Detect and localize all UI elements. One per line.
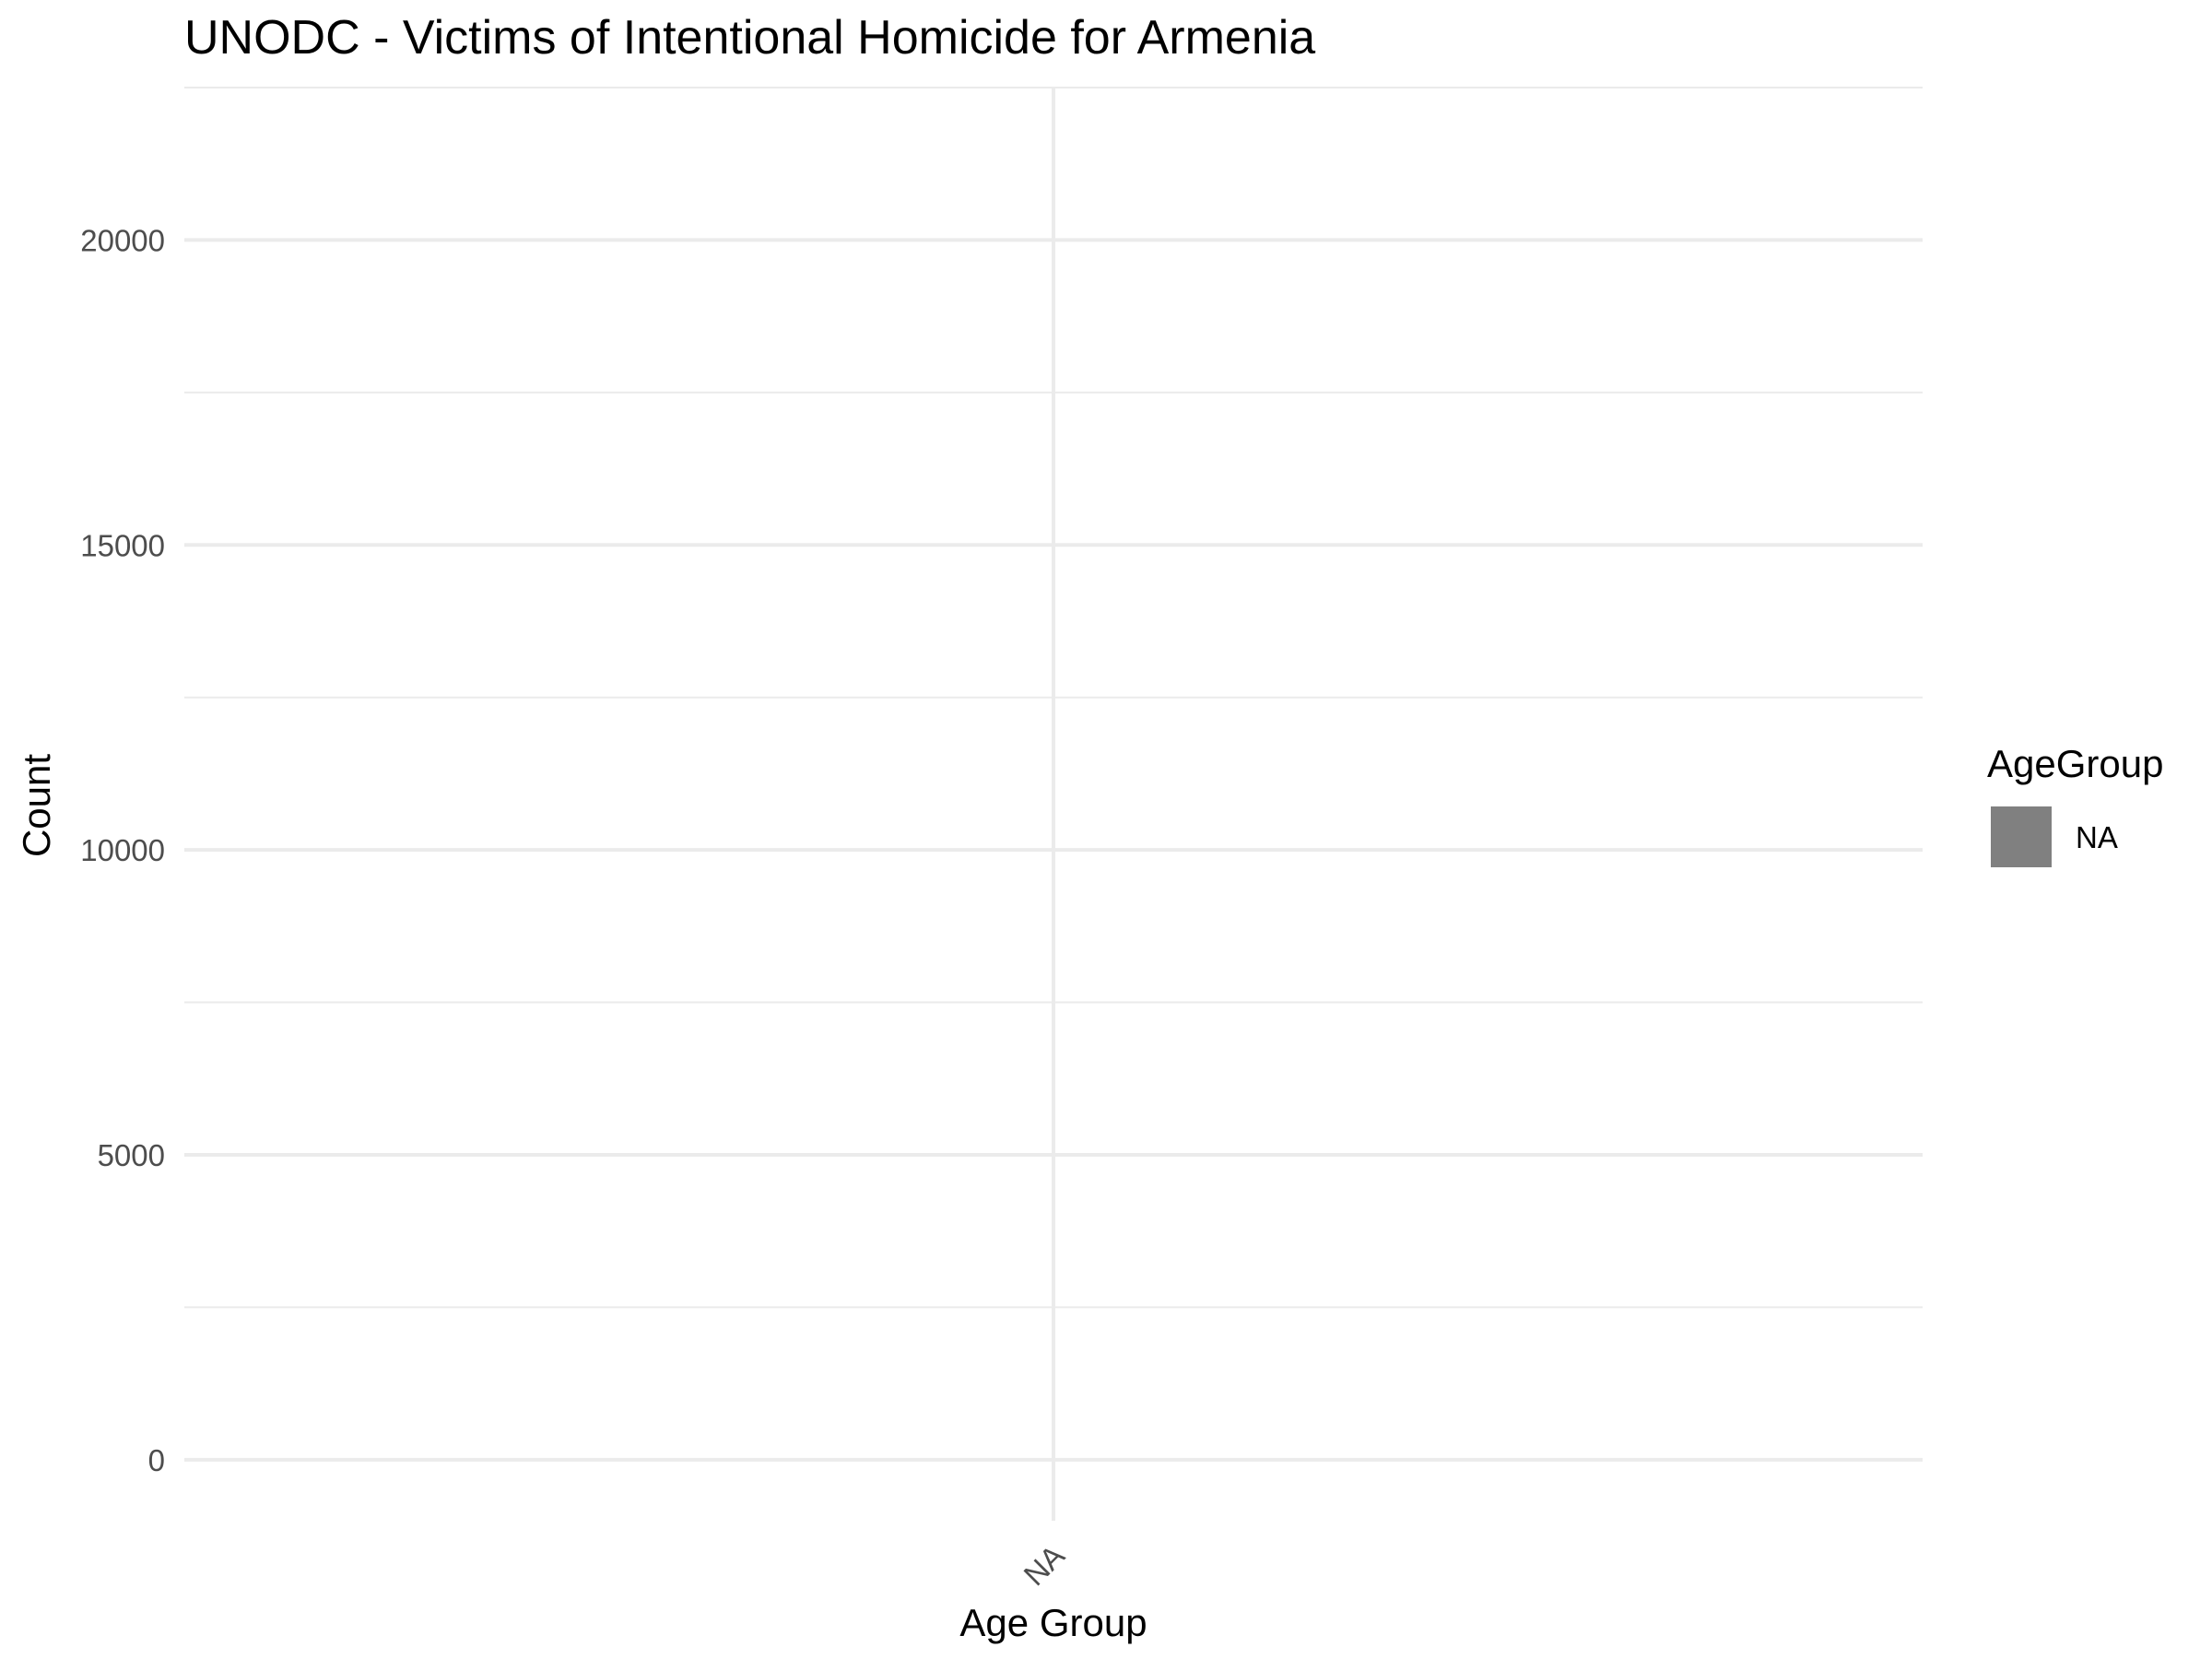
x-axis-title: Age Group [959, 1601, 1147, 1644]
legend-title: AgeGroup [1987, 742, 2163, 785]
chart-title: UNODC - Victims of Intentional Homicide … [184, 11, 1315, 65]
y-tick-label: 5000 [98, 1138, 165, 1172]
y-axis-title: Count [15, 754, 58, 857]
legend-label: NA [2076, 820, 2118, 854]
legend-entries: NA [1991, 806, 2118, 867]
y-axis-tick-labels: 0 5000 10000 15000 20000 [80, 223, 165, 1477]
y-tick-label: 0 [148, 1443, 165, 1477]
y-tick-label: 15000 [80, 528, 165, 562]
y-tick-label: 20000 [80, 223, 165, 257]
major-gridlines [184, 88, 1923, 1521]
legend: AgeGroup NA [1987, 742, 2163, 867]
legend-key [1991, 806, 2052, 867]
y-tick-label: 10000 [80, 833, 165, 867]
